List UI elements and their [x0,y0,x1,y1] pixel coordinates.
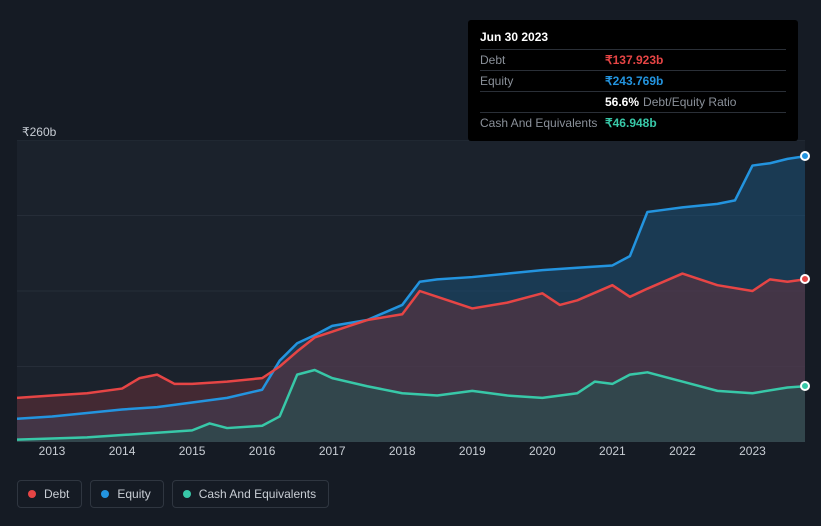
tooltip-row-label: Cash And Equivalents [480,114,605,132]
legend-item-debt[interactable]: Debt [17,480,82,508]
legend-dot-icon [101,490,109,498]
x-axis-label: 2017 [319,444,346,458]
x-axis-label: 2021 [599,444,626,458]
tooltip-row-sub: Debt/Equity Ratio [643,95,736,109]
legend-dot-icon [183,490,191,498]
tooltip-row-value: 56.6%Debt/Equity Ratio [605,93,736,111]
legend-item-cash-and-equivalents[interactable]: Cash And Equivalents [172,480,329,508]
legend-label: Cash And Equivalents [199,487,316,501]
x-axis: 2013 2014 2015 2016 2017 2018 2019 2020 2021 2022… [17,444,805,464]
x-axis-label: 2014 [109,444,136,458]
tooltip-row-value: ₹243.769b [605,72,663,90]
chart-svg [17,140,805,442]
series-end-marker [800,151,810,161]
x-axis-label: 2020 [529,444,556,458]
chart-legend: Debt Equity Cash And Equivalents [17,480,329,508]
series-end-marker [800,381,810,391]
x-axis-label: 2022 [669,444,696,458]
tooltip-row-value: ₹137.923b [605,51,663,69]
x-axis-label: 2019 [459,444,486,458]
tooltip-row-label: Debt [480,51,605,69]
tooltip-date: Jun 30 2023 [480,28,786,46]
x-axis-label: 2016 [249,444,276,458]
x-axis-label: 2018 [389,444,416,458]
tooltip-row: Debt₹137.923b [480,49,786,70]
y-axis-label: ₹260b [22,125,56,139]
legend-item-equity[interactable]: Equity [90,480,163,508]
tooltip-row: Cash And Equivalents₹46.948b [480,112,786,133]
x-axis-label: 2015 [179,444,206,458]
legend-label: Equity [117,487,150,501]
legend-dot-icon [28,490,36,498]
tooltip-rows: Debt₹137.923bEquity₹243.769b56.6%Debt/Eq… [480,49,786,133]
tooltip-row-label: Equity [480,72,605,90]
x-axis-label: 2023 [739,444,766,458]
chart-tooltip: Jun 30 2023 Debt₹137.923bEquity₹243.769b… [468,20,798,141]
tooltip-row: 56.6%Debt/Equity Ratio [480,91,786,112]
legend-label: Debt [44,487,69,501]
tooltip-row: Equity₹243.769b [480,70,786,91]
tooltip-row-value: ₹46.948b [605,114,657,132]
series-end-marker [800,274,810,284]
tooltip-row-label [480,93,605,111]
chart-plot-area [17,140,805,442]
x-axis-label: 2013 [39,444,66,458]
